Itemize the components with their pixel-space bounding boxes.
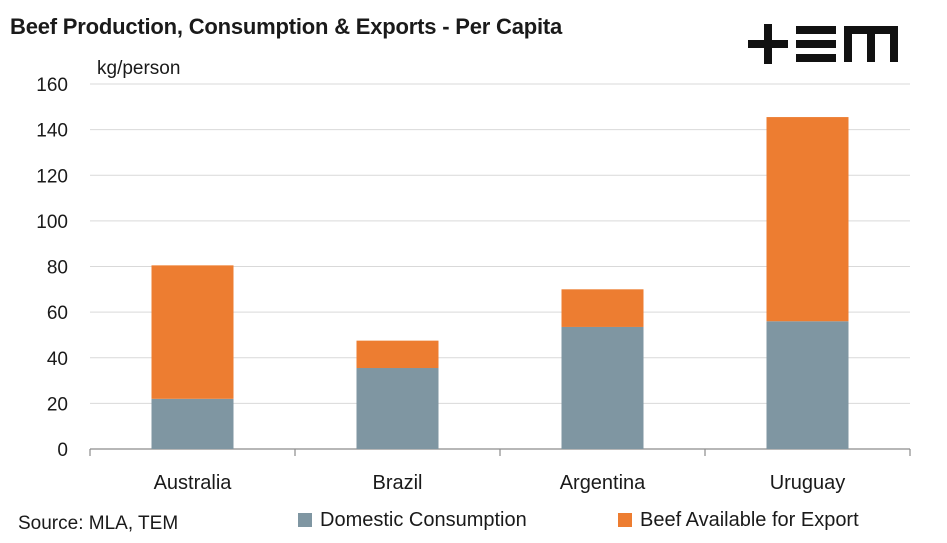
legend-item-domestic: Domestic Consumption (298, 508, 527, 532)
bar-domestic-argentina (561, 326, 644, 449)
legend-item-export: Beef Available for Export (618, 508, 859, 532)
bar-export-argentina (561, 289, 644, 327)
y-tick-label: 0 (57, 440, 68, 461)
bar-domestic-brazil (356, 368, 439, 449)
y-tick-label: 160 (36, 75, 68, 96)
y-tick-label: 100 (36, 212, 68, 233)
stacked-bar-chart: 0 20 40 60 80 100 120 140 160 Australia Brazil Arge… (36, 75, 911, 494)
y-tick-label: 40 (47, 349, 68, 370)
y-tick-label: 60 (47, 303, 68, 324)
bar-domestic-uruguay (766, 321, 849, 449)
legend-swatch-domestic (298, 513, 312, 527)
bar-export-australia (151, 265, 234, 399)
y-tick-label: 20 (47, 394, 68, 415)
bar-export-uruguay (766, 117, 849, 322)
y-tick-label: 80 (47, 258, 68, 279)
source-note: Source: MLA, TEM (18, 513, 179, 534)
bar-export-brazil (356, 340, 439, 369)
x-tick-label: Brazil (372, 472, 422, 494)
y-tick-label: 140 (36, 121, 68, 142)
x-tick-label: Argentina (560, 472, 646, 494)
x-tick-label: Uruguay (770, 472, 846, 494)
legend-label-export: Beef Available for Export (640, 508, 859, 531)
tem-logo (748, 24, 898, 64)
legend-label-domestic: Domestic Consumption (320, 508, 527, 531)
x-tick-label: Australia (154, 472, 233, 494)
y-axis-unit-label: kg/person (97, 58, 181, 79)
legend-swatch-export (618, 513, 632, 527)
y-tick-label: 120 (36, 166, 68, 187)
bar-domestic-australia (151, 398, 234, 449)
chart-title: Beef Production, Consumption & Exports -… (10, 14, 563, 39)
